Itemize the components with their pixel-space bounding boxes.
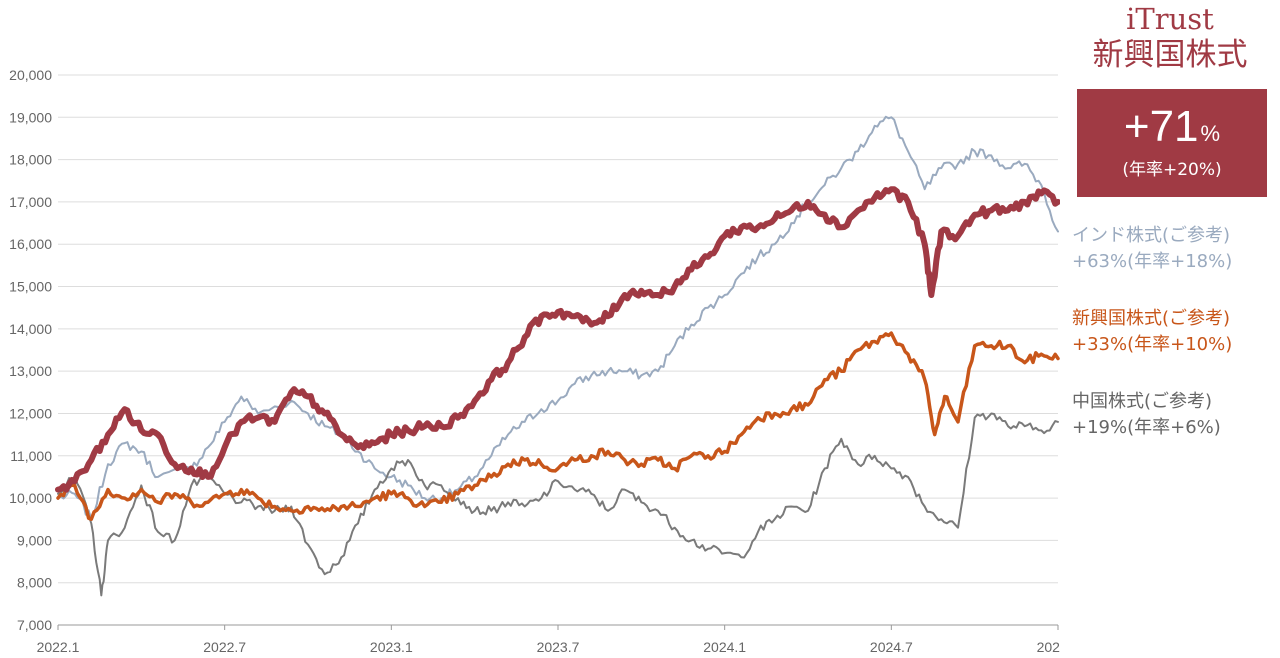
y-tick-label: 11,000 xyxy=(10,448,52,464)
return-unit: % xyxy=(1200,121,1221,146)
gridlines xyxy=(58,74,1058,626)
y-tick-label: 10,000 xyxy=(9,490,52,506)
x-tick-label: 2025.1 xyxy=(1037,639,1060,655)
fund-title-line1: iTrust xyxy=(1126,2,1214,36)
x-tick-label: 2022.1 xyxy=(37,639,80,655)
y-tick-label: 16,000 xyxy=(9,236,52,252)
y-tick-label: 8,000 xyxy=(17,575,52,591)
legend-emerging-name: 新興国株式(ご参考) xyxy=(1072,308,1231,329)
legend-china: 中国株式(ご参考) +19%(年率+6%) xyxy=(1072,389,1221,441)
x-tick-label: 2024.7 xyxy=(870,639,913,655)
line-chart: 7,000 8,000 9,000 10,000 11,000 12,000 13,000 1… xyxy=(9,67,1060,655)
y-tick-label: 17,000 xyxy=(9,194,52,210)
fund-title-line2: 新興国株式 xyxy=(1092,36,1248,73)
legend-india-name: インド株式(ご参考) xyxy=(1072,225,1231,246)
y-tick-label: 12,000 xyxy=(9,405,52,421)
return-number: +71 xyxy=(1123,102,1199,151)
x-axis-ticks: 2022.1 2022.7 2023.1 2023.7 2024.1 2024.7 2025… xyxy=(37,625,1060,655)
y-tick-label: 9,000 xyxy=(17,532,52,548)
y-axis-ticks: 7,000 8,000 9,000 10,000 11,000 12,000 13,000 1… xyxy=(9,67,52,633)
return-value: +71% xyxy=(1077,105,1267,149)
series-line-0 xyxy=(57,115,1059,521)
x-tick-label: 2023.7 xyxy=(537,639,580,655)
x-tick-label: 2024.1 xyxy=(703,639,746,655)
x-tick-label: 2023.1 xyxy=(370,639,413,655)
return-badge: +71% (年率+20%) xyxy=(1077,89,1267,197)
series-line-2 xyxy=(56,331,1060,521)
return-annual: (年率+20%) xyxy=(1122,160,1222,180)
x-tick-label: 2022.7 xyxy=(203,639,246,655)
legend-emerging: 新興国株式(ご参考) +33%(年率+10%) xyxy=(1072,306,1232,358)
series-line-3 xyxy=(55,186,1060,493)
legend-india-change: +63%(年率+18%) xyxy=(1072,251,1233,273)
y-tick-label: 14,000 xyxy=(9,321,52,337)
y-tick-label: 19,000 xyxy=(9,109,52,125)
series-line-1 xyxy=(57,412,1059,597)
series-lines xyxy=(55,115,1060,597)
y-tick-label: 18,000 xyxy=(9,152,52,168)
y-tick-label: 20,000 xyxy=(9,67,52,83)
legend-china-change: +19%(年率+6%) xyxy=(1072,417,1221,439)
y-tick-label: 13,000 xyxy=(9,363,52,379)
legend-china-name: 中国株式(ご参考) xyxy=(1072,391,1213,412)
y-tick-label: 7,000 xyxy=(17,617,52,633)
legend-india: インド株式(ご参考) +63%(年率+18%) xyxy=(1072,223,1232,275)
y-tick-label: 15,000 xyxy=(9,279,52,295)
fund-title: iTrust 新興国株式 xyxy=(1060,2,1280,74)
legend-emerging-change: +33%(年率+10%) xyxy=(1072,334,1233,356)
